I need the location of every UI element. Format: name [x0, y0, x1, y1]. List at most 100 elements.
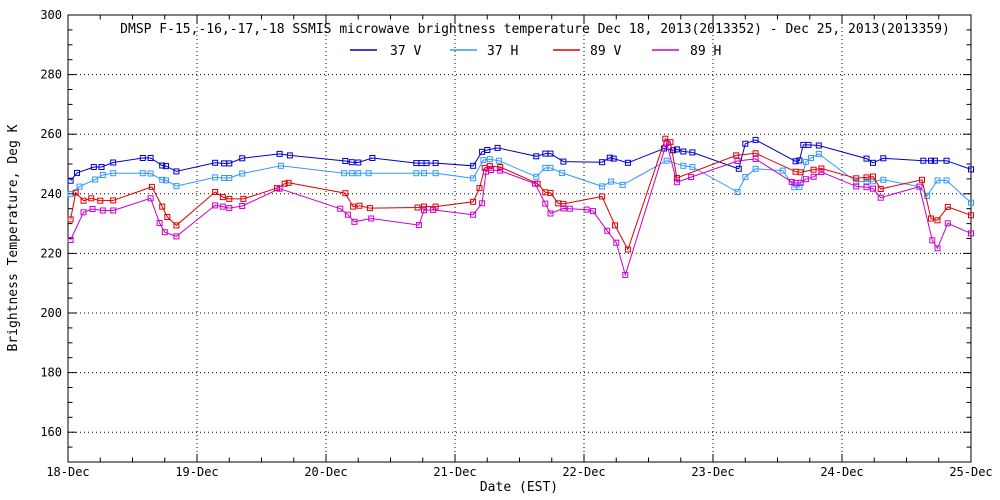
- data-point-marker: [147, 155, 154, 161]
- data-point-marker: [968, 230, 974, 237]
- data-point-marker: [560, 205, 567, 212]
- data-point-marker: [90, 164, 97, 170]
- data-point-marker: [348, 170, 355, 177]
- data-point-marker: [547, 150, 554, 157]
- series-37-v: [67, 136, 974, 184]
- data-point-marker: [368, 215, 375, 222]
- tick-label-layer: 160 180 200 220 240 260 280 300 18-Dec 19-Dec 20-D…: [40, 8, 992, 479]
- data-point-marker: [920, 157, 927, 164]
- data-point-marker: [470, 211, 477, 218]
- x-tick-label: 24-Dec: [820, 465, 863, 479]
- plot-frame: [67, 14, 972, 463]
- data-point-marker: [414, 204, 421, 211]
- legend-item-37v: 37 V: [350, 44, 421, 59]
- data-point-marker: [608, 178, 615, 185]
- data-point-marker: [421, 207, 427, 214]
- data-point-marker: [80, 197, 87, 204]
- data-point-marker: [342, 158, 349, 164]
- data-point-marker: [863, 178, 870, 185]
- x-tick-label: 23-Dec: [691, 465, 734, 479]
- data-point-marker: [173, 233, 180, 240]
- data-point-marker: [369, 155, 376, 161]
- data-point-marker: [226, 195, 233, 202]
- data-point-marker: [159, 176, 166, 183]
- data-point-marker: [286, 152, 293, 159]
- y-tick-label: 220: [40, 246, 62, 260]
- data-point-marker: [624, 246, 631, 253]
- data-point-marker: [796, 157, 803, 164]
- data-point-marker: [139, 155, 146, 161]
- data-point-marker: [929, 237, 936, 244]
- data-point-marker: [934, 177, 941, 184]
- data-point-marker: [110, 197, 117, 204]
- data-point-marker: [599, 159, 606, 166]
- data-point-marker: [212, 202, 219, 209]
- data-point-marker: [853, 175, 860, 182]
- data-point-marker: [276, 185, 283, 192]
- data-point-marker: [752, 155, 759, 162]
- data-point-marker: [480, 157, 487, 164]
- data-point-marker: [240, 195, 247, 202]
- data-point-marker: [547, 189, 554, 196]
- data-point-marker: [880, 155, 887, 162]
- data-point-marker: [355, 159, 362, 166]
- data-point-marker: [547, 164, 554, 171]
- data-point-marker: [924, 192, 931, 199]
- y-tick-label: 180: [40, 366, 62, 380]
- x-tick-label: 21-Dec: [433, 465, 476, 479]
- data-point-marker: [566, 205, 573, 212]
- data-point-marker: [688, 174, 695, 181]
- data-point-marker: [680, 162, 687, 169]
- data-point-marker: [173, 168, 180, 175]
- data-point-marker: [734, 189, 741, 195]
- data-point-marker: [88, 195, 95, 202]
- data-point-marker: [159, 162, 166, 169]
- data-point-marker: [670, 147, 676, 154]
- data-point-marker: [212, 174, 219, 181]
- data-point-marker: [99, 207, 106, 214]
- data-point-marker: [619, 181, 626, 188]
- data-point-marker: [348, 159, 355, 166]
- data-point-marker: [497, 164, 504, 170]
- data-point-marker: [430, 206, 437, 213]
- data-point-marker: [533, 153, 540, 160]
- legend-item-89v: 89 V: [553, 44, 621, 59]
- data-point-marker: [365, 170, 372, 177]
- data-point-marker: [67, 177, 74, 184]
- data-point-marker: [421, 203, 427, 210]
- data-point-marker: [818, 169, 825, 175]
- data-point-marker: [488, 167, 495, 173]
- data-point-marker: [752, 165, 759, 172]
- data-point-marker: [735, 165, 742, 172]
- data-point-marker: [173, 183, 180, 190]
- data-point-marker: [599, 183, 606, 190]
- data-point-marker: [870, 173, 876, 180]
- data-point-marker: [752, 136, 759, 143]
- data-point-marker: [484, 147, 491, 153]
- data-point-marker: [919, 176, 925, 183]
- data-point-marker: [560, 158, 567, 165]
- data-point-marker: [219, 203, 226, 210]
- data-point-marker: [285, 179, 292, 186]
- data-point-marker: [880, 176, 887, 183]
- y-tick-label: 200: [40, 306, 62, 320]
- series-37-h: [67, 150, 974, 206]
- data-point-marker: [610, 155, 617, 162]
- data-point-marker: [968, 166, 974, 173]
- data-point-marker: [802, 158, 809, 165]
- data-point-marker: [494, 144, 501, 151]
- data-point-marker: [350, 203, 357, 210]
- data-point-marker: [604, 227, 611, 234]
- data-point-marker: [163, 177, 169, 184]
- y-tick-label: 280: [40, 68, 62, 82]
- data-point-marker: [164, 214, 171, 220]
- data-point-marker: [796, 183, 803, 190]
- data-point-marker: [667, 139, 674, 146]
- legend-item-89h: 89 H: [652, 44, 721, 59]
- data-point-marker: [815, 150, 822, 157]
- data-point-marker: [344, 211, 351, 218]
- data-point-marker: [156, 220, 163, 226]
- data-point-marker: [97, 197, 104, 204]
- data-point-marker: [533, 173, 540, 180]
